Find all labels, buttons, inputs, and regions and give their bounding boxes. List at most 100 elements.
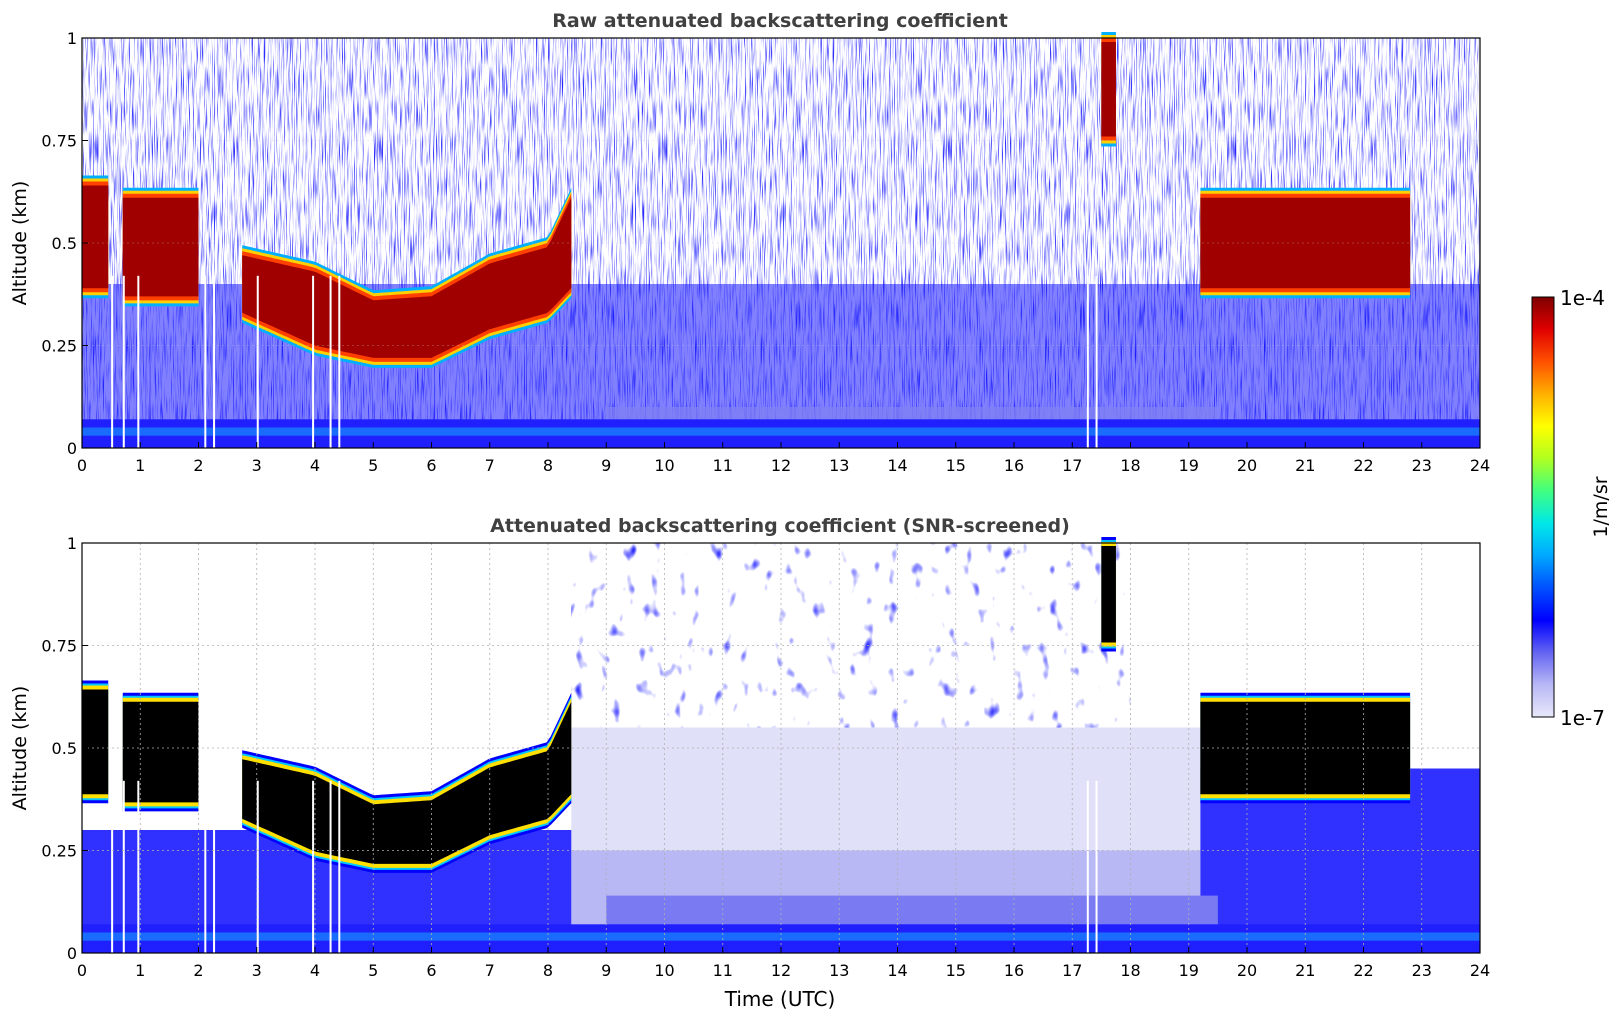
- surface-band-highlight: [82, 932, 1480, 941]
- x-tick-label: 21: [1295, 961, 1315, 980]
- x-tick-label: 24: [1470, 456, 1490, 475]
- y-tick-label: 0.5: [52, 739, 77, 758]
- x-tick-label: 5: [368, 456, 378, 475]
- cloud-layer-core: [242, 701, 572, 864]
- panel-raw-x-axis: 0 1 2 3 4 5 6 7 8 9 10 11 12 13 14 15 16 17 18 19 20 21 22 23 24: [77, 442, 1490, 475]
- x-tick-label: 12: [771, 456, 791, 475]
- data-gap-line: [122, 780, 125, 953]
- x-tick-label: 15: [946, 456, 966, 475]
- x-tick-label: 8: [543, 961, 553, 980]
- data-gap-line: [111, 275, 114, 448]
- colorbar-min-label: 1e-7: [1560, 706, 1605, 730]
- colorbar-gradient: [1531, 296, 1555, 718]
- y-tick-label: 0: [67, 944, 77, 963]
- x-tick-label: 12: [771, 961, 791, 980]
- x-tick-label: 14: [887, 456, 907, 475]
- x-tick-label: 2: [193, 961, 203, 980]
- cloud-layer-core: [1200, 197, 1411, 289]
- panel-screened-ylabel: Altitude (km): [9, 686, 31, 811]
- data-gap-line: [213, 275, 216, 448]
- y-tick-label: 1: [67, 29, 77, 48]
- x-tick-label: 13: [829, 456, 849, 475]
- x-tick-label: 4: [310, 961, 320, 980]
- x-tick-label: 4: [310, 456, 320, 475]
- y-tick-label: 0.75: [41, 637, 77, 656]
- x-tick-label: 13: [829, 961, 849, 980]
- data-gap-line: [204, 780, 207, 953]
- y-tick-label: 0.25: [41, 842, 77, 861]
- x-tick-label: 5: [368, 961, 378, 980]
- panel-screened-y-axis: 0 0.25 0.5 0.75 1: [41, 534, 88, 963]
- panel-screened: Attenuated backscattering coefficient (S…: [9, 515, 1490, 1011]
- x-axis-label: Time (UTC): [724, 987, 836, 1011]
- x-tick-label: 6: [426, 456, 436, 475]
- cloud-layer-core: [122, 701, 199, 803]
- x-tick-label: 21: [1295, 456, 1315, 475]
- data-gap-line: [1095, 780, 1098, 953]
- y-tick-label: 0.75: [41, 132, 77, 151]
- data-gap-line: [137, 780, 140, 953]
- x-tick-label: 2: [193, 456, 203, 475]
- x-tick-label: 20: [1237, 961, 1257, 980]
- x-tick-label: 0: [77, 456, 87, 475]
- x-tick-label: 0: [77, 961, 87, 980]
- panel-raw-title: Raw attenuated backscattering coefficien…: [552, 10, 1008, 32]
- data-gap-line: [312, 780, 315, 953]
- cloud-layer-core: [1101, 42, 1116, 137]
- x-tick-label: 11: [713, 456, 733, 475]
- data-gap-line: [213, 780, 216, 953]
- colorbar: 1e-4 1e-7 1/m/sr: [1531, 286, 1612, 730]
- x-tick-label: 9: [601, 456, 611, 475]
- data-gap-line: [338, 780, 341, 953]
- data-gap-line: [204, 275, 207, 448]
- cloud-layer-core: [82, 689, 109, 795]
- x-tick-label: 16: [1004, 961, 1024, 980]
- data-gap-line: [1086, 275, 1089, 448]
- data-gap-line: [256, 780, 259, 953]
- x-tick-label: 17: [1062, 456, 1082, 475]
- x-tick-label: 7: [485, 456, 495, 475]
- x-tick-label: 22: [1353, 961, 1373, 980]
- cloud-layer-core: [122, 197, 199, 297]
- x-tick-label: 11: [713, 961, 733, 980]
- x-tick-label: 24: [1470, 961, 1490, 980]
- cloud-layer-core: [242, 197, 572, 358]
- x-tick-label: 18: [1120, 456, 1140, 475]
- data-gap-line: [111, 780, 114, 953]
- x-tick-label: 1: [135, 961, 145, 980]
- x-tick-label: 18: [1120, 961, 1140, 980]
- x-tick-label: 8: [543, 456, 553, 475]
- x-tick-label: 1: [135, 456, 145, 475]
- data-gap-line: [137, 275, 140, 448]
- data-gap-line: [1086, 780, 1089, 953]
- x-tick-label: 23: [1412, 456, 1432, 475]
- speckle-field: [571, 543, 1131, 728]
- x-tick-label: 14: [887, 961, 907, 980]
- x-tick-label: 17: [1062, 961, 1082, 980]
- panel-screened-x-axis: 0 1 2 3 4 5 6 7 8 9 10 11 12 13 14 15 16 17 18 19 20 21 22 23 24: [77, 947, 1490, 980]
- cloud-layer-core: [1101, 546, 1116, 643]
- data-gap-line: [122, 275, 125, 448]
- panel-raw-ylabel: Altitude (km): [9, 181, 31, 306]
- panel-raw-heatmap: [82, 32, 1480, 448]
- x-tick-label: 10: [654, 456, 674, 475]
- y-tick-label: 0: [67, 439, 77, 458]
- x-tick-label: 22: [1353, 456, 1373, 475]
- y-tick-label: 1: [67, 534, 77, 553]
- x-tick-label: 19: [1179, 456, 1199, 475]
- data-gap-line: [1095, 275, 1098, 448]
- colorbar-unit-label: 1/m/sr: [1590, 476, 1612, 537]
- data-gap-line: [312, 275, 315, 448]
- x-tick-label: 6: [426, 961, 436, 980]
- data-gap-line: [329, 275, 332, 448]
- cloud-layer-core: [82, 185, 109, 289]
- data-gap-line: [256, 275, 259, 448]
- y-tick-label: 0.25: [41, 337, 77, 356]
- panel-raw: Raw attenuated backscattering coefficien…: [9, 10, 1490, 475]
- x-tick-label: 19: [1179, 961, 1199, 980]
- x-tick-label: 7: [485, 961, 495, 980]
- panel-screened-heatmap: [82, 537, 1480, 953]
- x-tick-label: 9: [601, 961, 611, 980]
- surface-band-highlight: [82, 427, 1480, 436]
